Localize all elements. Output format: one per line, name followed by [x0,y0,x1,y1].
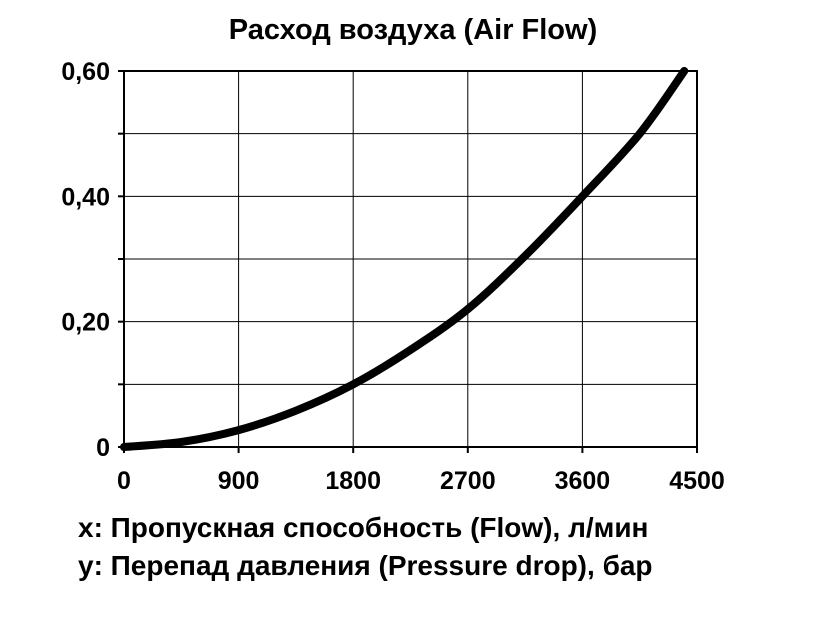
y-tick-label: 0,20 [61,309,110,337]
grid-lines [124,71,697,447]
x-tick-label: 2700 [440,467,496,495]
x-tick-label: 900 [218,467,260,495]
series-layer [120,67,689,451]
y-tick-label: 0,40 [61,183,110,211]
x-tick-label: 4500 [669,467,725,495]
y-axis-tick-labels: 0 0,20 0,40 0,60 [61,58,110,462]
x-tick-label: 0 [117,467,131,495]
x-axis-tick-labels: 0 900 1800 2700 3600 4500 [117,467,725,495]
y-tick-label: 0 [96,434,110,462]
y-tick-label: 0,60 [61,58,110,86]
plot-area-frame [123,70,698,448]
series-line [120,67,689,451]
x-tick-label: 1800 [325,467,381,495]
x-tick-label: 3600 [555,467,611,495]
x-axis-label: x: Пропускная способность (Flow), л/мин [78,512,648,543]
axis-ticks [118,70,698,453]
chart-title: Расход воздуха (Air Flow) [229,14,598,46]
y-axis-label: y: Перепад давления (Pressure drop), бар [78,550,653,581]
